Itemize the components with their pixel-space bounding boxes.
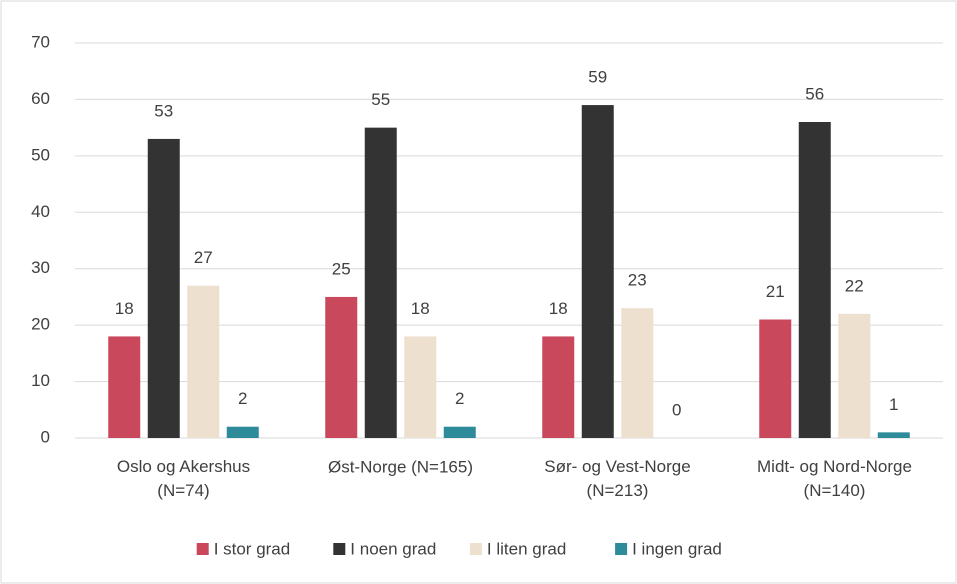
y-tick-label: 30 xyxy=(31,258,50,277)
value-label: 22 xyxy=(845,276,864,295)
bar xyxy=(364,127,397,439)
legend-label: I liten grad xyxy=(487,539,566,558)
value-label: 23 xyxy=(628,271,647,290)
value-label: 55 xyxy=(371,90,390,109)
x-tick-label: Sør- og Vest-Norge (N=213) xyxy=(544,457,690,500)
legend-swatch xyxy=(196,543,209,555)
y-tick-label: 20 xyxy=(31,315,50,334)
y-tick-label: 60 xyxy=(31,89,50,108)
bar xyxy=(759,319,792,438)
y-tick-label: 50 xyxy=(31,145,50,164)
y-tick-label: 40 xyxy=(31,202,50,221)
legend-label: I ingen grad xyxy=(632,539,722,558)
bar xyxy=(798,122,831,438)
value-label: 2 xyxy=(238,389,247,408)
legend-swatch xyxy=(615,543,628,555)
bar xyxy=(443,426,476,438)
value-label: 18 xyxy=(115,299,134,318)
bar xyxy=(404,336,437,438)
bar xyxy=(581,105,614,439)
value-label: 21 xyxy=(766,282,785,301)
bar xyxy=(877,432,910,438)
bar xyxy=(226,426,259,438)
value-label: 59 xyxy=(588,68,607,87)
x-tick-label: Øst-Norge (N=165) xyxy=(328,457,473,476)
bar xyxy=(147,138,180,438)
bar xyxy=(108,336,141,438)
y-tick-label: 10 xyxy=(31,371,50,390)
bar xyxy=(838,313,871,438)
y-tick-label: 70 xyxy=(31,32,50,51)
legend-swatch xyxy=(469,543,482,555)
value-label: 0 xyxy=(672,400,681,419)
value-label: 25 xyxy=(332,259,351,278)
legend-label: I noen grad xyxy=(350,539,436,558)
value-label: 1 xyxy=(889,395,898,414)
y-tick-label: 0 xyxy=(41,427,50,446)
legend-label: I stor grad xyxy=(214,539,291,558)
value-label: 18 xyxy=(411,299,430,318)
x-tick-label: Oslo og Akershus (N=74) xyxy=(117,457,250,500)
value-label: 27 xyxy=(194,248,213,267)
value-label: 2 xyxy=(455,389,464,408)
value-label: 53 xyxy=(154,101,173,120)
bar xyxy=(621,308,654,438)
legend-swatch xyxy=(333,543,346,555)
value-label: 18 xyxy=(549,299,568,318)
bar xyxy=(187,285,220,438)
value-label: 56 xyxy=(805,84,824,103)
bar xyxy=(542,336,575,438)
x-tick-label: Midt- og Nord-Norge (N=140) xyxy=(757,457,912,500)
bar xyxy=(325,296,358,438)
